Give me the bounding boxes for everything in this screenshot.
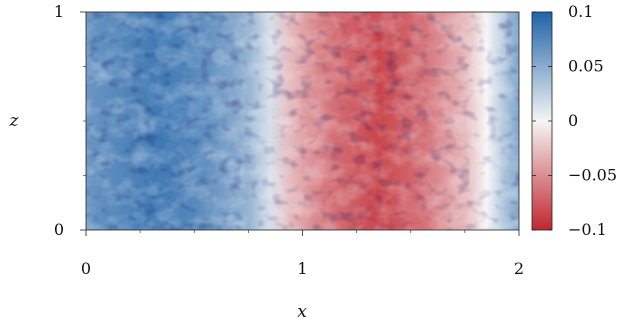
colorbar: 0.1 0.05 0 −0.05 −0.1 [531,2,617,239]
x-axis: 0 1 2 [81,230,524,278]
colorbar-tick-label: 0 [568,111,578,130]
colorbar-tick-label: 0.05 [568,57,604,76]
x-tick-label: 1 [297,259,307,278]
colorbar-tick-label: 0.1 [568,2,593,21]
y-tick-label: 0 [54,220,64,239]
colorbar-gradient [532,12,552,230]
y-axis: 01 [54,2,86,239]
plot-area [86,12,519,230]
x-tick-label: 0 [81,259,91,278]
x-tick-label: 2 [514,259,524,278]
colorbar-tick-label: −0.05 [568,166,617,185]
y-axis-label: z [9,111,20,131]
x-axis-label: x [297,302,307,322]
turbulence-shadows [86,12,519,230]
colorbar-tick-label: −0.1 [568,220,607,239]
y-tick-label: 1 [54,2,64,21]
